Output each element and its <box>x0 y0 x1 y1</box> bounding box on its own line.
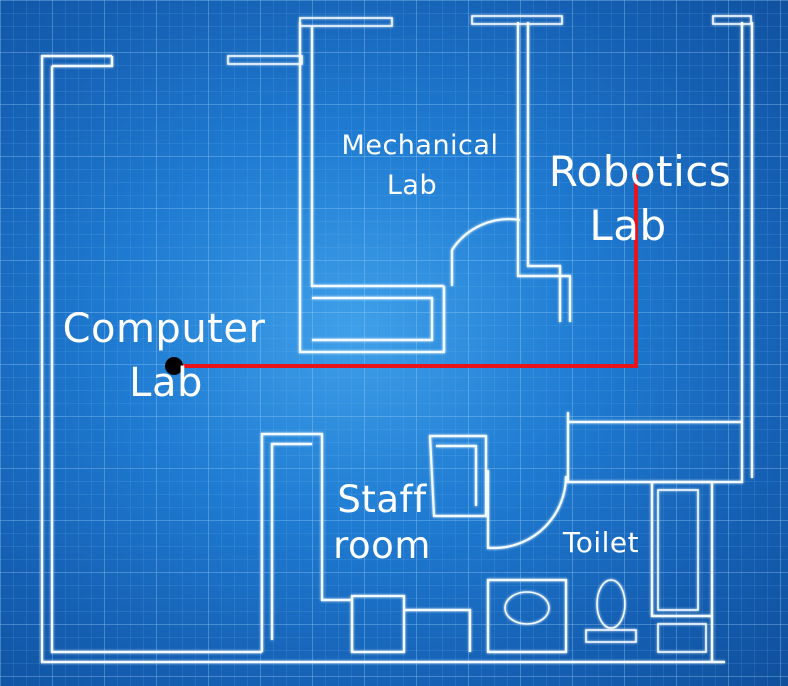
staff-desk <box>350 594 406 654</box>
staff-room-label-line2: room <box>333 524 431 567</box>
mechanical-door-arc <box>450 218 521 286</box>
toilet-sink-cabinet <box>486 578 568 654</box>
route <box>165 174 638 375</box>
robotics-lab-label-line2: Lab <box>589 201 666 250</box>
staff-room-label-line1: Staff <box>337 478 427 521</box>
staff-room-cabinet-inner <box>436 444 478 506</box>
mechanical-lab-label-line1: Mechanical <box>342 130 499 161</box>
robotics-lab-label-line1: Robotics <box>549 147 731 196</box>
robotics-lab-left-inner <box>526 22 562 322</box>
mechanical-bench <box>312 296 434 342</box>
outer-wall-left-inner <box>50 66 262 654</box>
toilet-door-arc <box>486 470 568 550</box>
toilet-bowl <box>596 579 626 629</box>
mechanical-lab-inner <box>310 26 444 288</box>
route-line <box>172 174 638 368</box>
staff-room-bottom <box>404 608 472 652</box>
staff-room-left-inner <box>270 442 312 640</box>
route-start-marker <box>165 357 183 375</box>
toilet-sink <box>504 591 550 625</box>
toilet-label: Toilet <box>562 526 639 559</box>
robotics-lab-left-wall <box>516 22 572 322</box>
staff-room-cabinet <box>428 434 488 518</box>
shower-tray <box>657 489 699 611</box>
window-top-4 <box>712 15 752 25</box>
walls <box>40 15 754 664</box>
outer-wall-left <box>40 54 725 664</box>
window-top-1 <box>227 55 303 65</box>
toilet-tank <box>585 629 637 643</box>
shower-outer <box>652 480 714 662</box>
computer-lab-label-line2: Lab <box>129 360 203 406</box>
shower-inner <box>650 482 712 618</box>
shower-step <box>657 623 707 653</box>
computer-lab-label-line1: Computer <box>63 306 266 352</box>
window-left <box>52 56 114 68</box>
mechanical-lab-label-line2: Lab <box>387 170 437 201</box>
